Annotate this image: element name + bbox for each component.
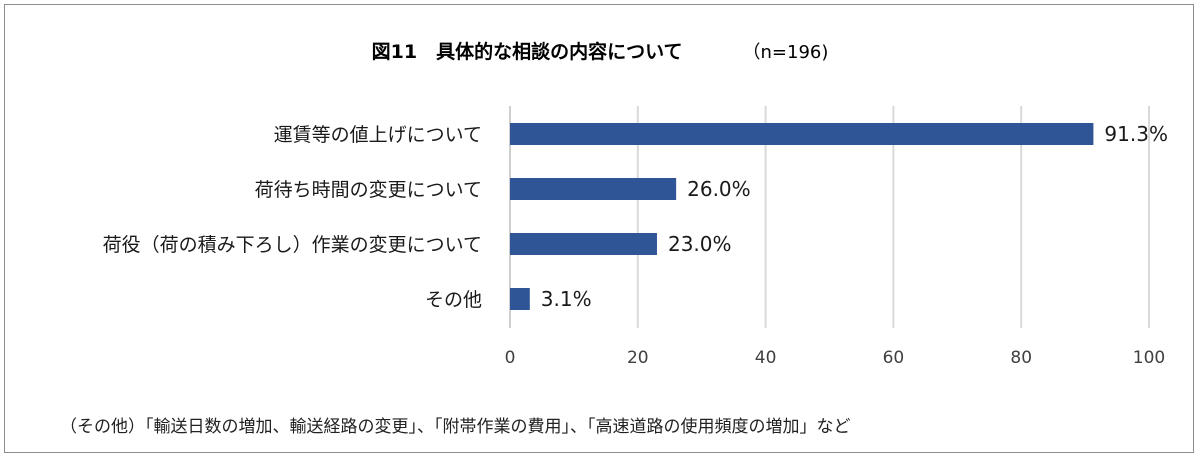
category-label-1: 荷待ち時間の変更について [255, 179, 482, 201]
chart-title: 図11 具体的な相談の内容について [371, 41, 683, 63]
x-tick-label-40: 40 [755, 348, 777, 368]
data-label-1: 26.0% [687, 177, 751, 201]
bar-1 [510, 178, 677, 200]
category-label-2: 荷役（荷の積み下ろし）作業の変更について [103, 234, 482, 256]
sample-size-label: （n=196) [742, 42, 829, 63]
bar-0 [510, 123, 1094, 145]
x-tick-label-0: 0 [505, 348, 516, 368]
bar-3 [510, 288, 530, 310]
data-label-2: 23.0% [668, 232, 732, 256]
chart-title-row: 図11 具体的な相談の内容について （n=196) [0, 37, 1200, 64]
category-label-0: 運賃等の値上げについて [274, 124, 482, 146]
category-label-3: その他 [425, 289, 482, 311]
chart-frame [4, 4, 1194, 453]
x-tick-label-80: 80 [1010, 348, 1032, 368]
x-tick-label-60: 60 [883, 348, 905, 368]
x-tick-label-100: 100 [1133, 348, 1165, 368]
x-tick-label-20: 20 [627, 348, 649, 368]
footnote: （その他）「輸送日数の増加、輸送経路の変更」、「附帯作業の費用」、「高速道路の使… [60, 417, 851, 437]
data-label-0: 91.3% [1104, 122, 1168, 146]
bar-2 [510, 233, 657, 255]
data-label-3: 3.1% [541, 287, 592, 311]
